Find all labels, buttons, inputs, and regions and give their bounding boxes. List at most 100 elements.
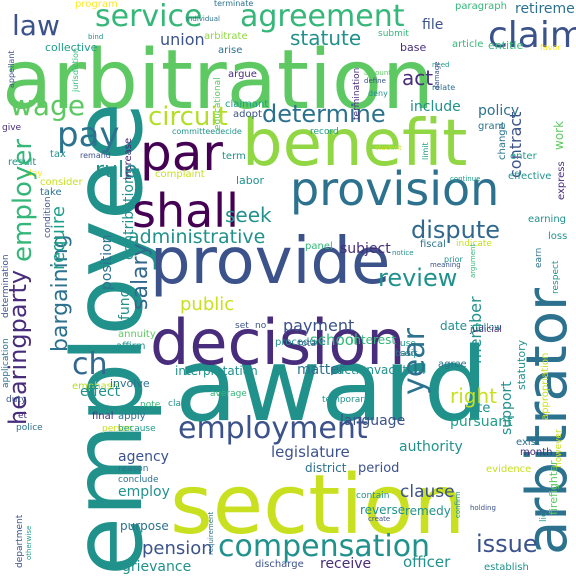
word-claimant: claimant: [225, 99, 269, 110]
word-paragraph: paragraph: [455, 1, 507, 12]
word-exist: exist: [516, 437, 540, 448]
word-compensation: compensation: [218, 529, 431, 564]
word-arbitration: arbitration: [2, 33, 434, 128]
word-meaning: meaning: [430, 261, 461, 269]
word-evidence: evidence: [486, 464, 532, 475]
word-contract: contract: [506, 111, 525, 178]
word-average: average: [210, 389, 247, 399]
word-seek: seek: [225, 203, 272, 227]
word-interpretation: interpretation: [175, 364, 258, 378]
word-no: no: [255, 321, 267, 331]
word-award: award: [175, 326, 489, 445]
word-public: public: [180, 294, 235, 315]
word-support: support: [499, 381, 515, 435]
word-record: record: [310, 127, 339, 137]
word-prior: prior: [444, 255, 463, 264]
word-reverse: reverse: [360, 503, 406, 517]
word-contain: contain: [356, 491, 390, 501]
word-dispute: dispute: [411, 216, 501, 244]
word-take: take: [40, 187, 62, 198]
word-enter: enter: [510, 151, 537, 162]
word-date: date: [440, 319, 468, 333]
word-act: act: [402, 66, 434, 90]
word-duty: duty: [6, 395, 27, 405]
word-argument: argument: [469, 243, 477, 278]
word-increase: increase: [123, 137, 134, 180]
word-district: district: [305, 461, 347, 475]
word-total: total: [298, 339, 319, 349]
word-remedy: remedy: [405, 504, 451, 518]
word-emphasis: emphasis: [72, 381, 120, 392]
word-term: term: [222, 151, 246, 162]
word-temporary: temporary: [322, 395, 370, 405]
word-bind: bind: [88, 33, 104, 41]
word-clause: clause: [400, 482, 455, 502]
word-consider: consider: [40, 177, 83, 188]
word-employer: employer: [8, 138, 38, 262]
word-law: law: [12, 9, 60, 42]
word-confirm: confirm: [454, 491, 462, 518]
word-fund: fund: [117, 288, 133, 320]
word-language: language: [340, 413, 406, 429]
word-deny: deny: [368, 89, 388, 98]
word-conclude: conclude: [118, 475, 159, 485]
word-result: result: [8, 157, 37, 168]
word-apply: apply: [118, 411, 146, 422]
word-condition: condition: [43, 196, 53, 238]
word-application: application: [1, 338, 11, 388]
word-month: month: [520, 447, 553, 458]
word-requirement: requirement: [207, 511, 215, 555]
word-statute: statute: [290, 26, 362, 50]
word-relate: relate: [432, 83, 456, 92]
word-et: et: [18, 411, 28, 421]
word-purpose: purpose: [120, 519, 169, 533]
word-receive: receive: [320, 556, 372, 572]
word-payment: payment: [283, 316, 355, 335]
word-arise: arise: [218, 45, 243, 56]
word-period: period: [358, 461, 400, 476]
word-actionvacation: actionvacation: [337, 363, 426, 377]
word-earn: earn: [534, 247, 544, 268]
word-union: union: [160, 30, 205, 49]
word-holding: holding: [470, 504, 496, 512]
word-school: school: [310, 331, 359, 349]
word-judicial: judicial: [470, 325, 502, 335]
word-favor: favor: [540, 43, 561, 52]
word-officer: officer: [403, 553, 451, 571]
word-adopt: adopt: [233, 109, 262, 120]
word-work: work: [552, 120, 566, 150]
word-employment: employment: [178, 411, 368, 446]
word-employ: employ: [118, 484, 170, 500]
word-fiscal: fiscal: [420, 239, 446, 250]
word-subject: subject: [340, 241, 391, 257]
word-continue: continue: [450, 175, 481, 183]
word-use: use: [400, 339, 416, 349]
word-affirm: affirm: [116, 341, 146, 352]
word-committeedecide: committeedecide: [172, 127, 242, 136]
word-define: define: [364, 77, 386, 85]
word-jurisdiction: jurisdiction: [71, 48, 80, 92]
word-legislature: legislature: [271, 443, 350, 461]
word-statutory: statutory: [515, 339, 528, 390]
word-submit: submit: [378, 29, 409, 39]
word-discharge: discharge: [255, 559, 304, 570]
word-individual: individual: [186, 15, 220, 23]
word-educational: educational: [213, 77, 223, 130]
word-position: position: [99, 234, 115, 290]
word-year: year: [397, 328, 432, 395]
word-basis: basis: [395, 349, 419, 359]
word-labor: labor: [236, 174, 265, 187]
word-program: program: [75, 0, 118, 10]
word-determine: determine: [262, 100, 386, 128]
word-agency: agency: [118, 449, 169, 465]
word-pay: pay: [57, 115, 120, 155]
word-ch: ch: [72, 347, 108, 382]
word-arbitrate: arbitrate: [204, 31, 248, 42]
word-department: department: [15, 514, 25, 568]
word-section: section: [170, 458, 466, 553]
word-issue: issue: [476, 530, 538, 558]
word-person: person: [102, 424, 133, 434]
word-appropriation: appropriation: [540, 352, 551, 420]
word-panel: panel: [305, 241, 333, 252]
word-lic: lic: [539, 512, 549, 522]
